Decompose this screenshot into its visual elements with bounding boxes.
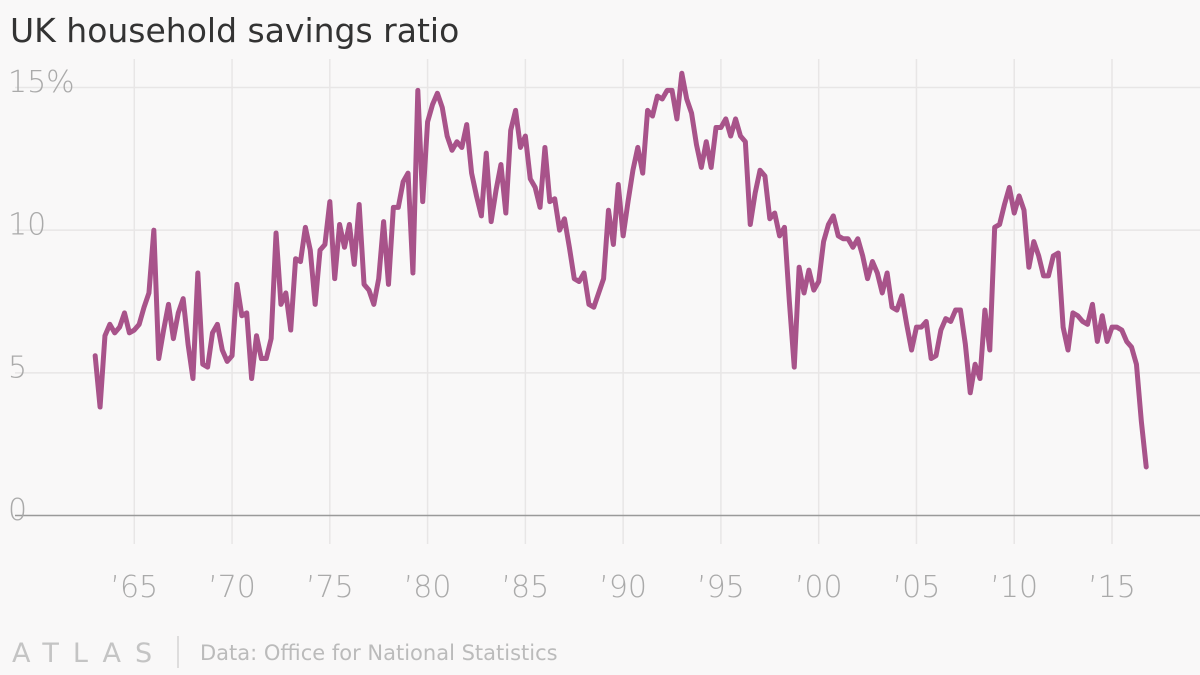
- x-tick-label: ’65: [110, 570, 158, 605]
- data-line: [92, 70, 1149, 470]
- y-tick-label: 5: [8, 350, 27, 385]
- x-tick-label: ’80: [404, 570, 452, 605]
- x-tick-label: ’70: [208, 570, 256, 605]
- x-tick-label: ’90: [599, 570, 647, 605]
- chart-title: UK household savings ratio: [10, 11, 459, 50]
- logo: ATLAS: [12, 638, 166, 669]
- y-tick-label: 10: [8, 208, 46, 243]
- x-tick-label: ’00: [795, 570, 843, 605]
- x-tick-label: ’15: [1088, 570, 1136, 605]
- x-tick-label: ’95: [697, 570, 745, 605]
- y-tick-label: 15%: [8, 65, 75, 100]
- x-tick-label: ’05: [893, 570, 941, 605]
- x-tick-label: ’10: [990, 570, 1038, 605]
- y-tick-label: 0: [8, 493, 27, 528]
- x-tick-label: ’75: [306, 570, 354, 605]
- x-tick-label: ’85: [502, 570, 550, 605]
- source-note: Data: Office for National Statistics: [200, 641, 558, 665]
